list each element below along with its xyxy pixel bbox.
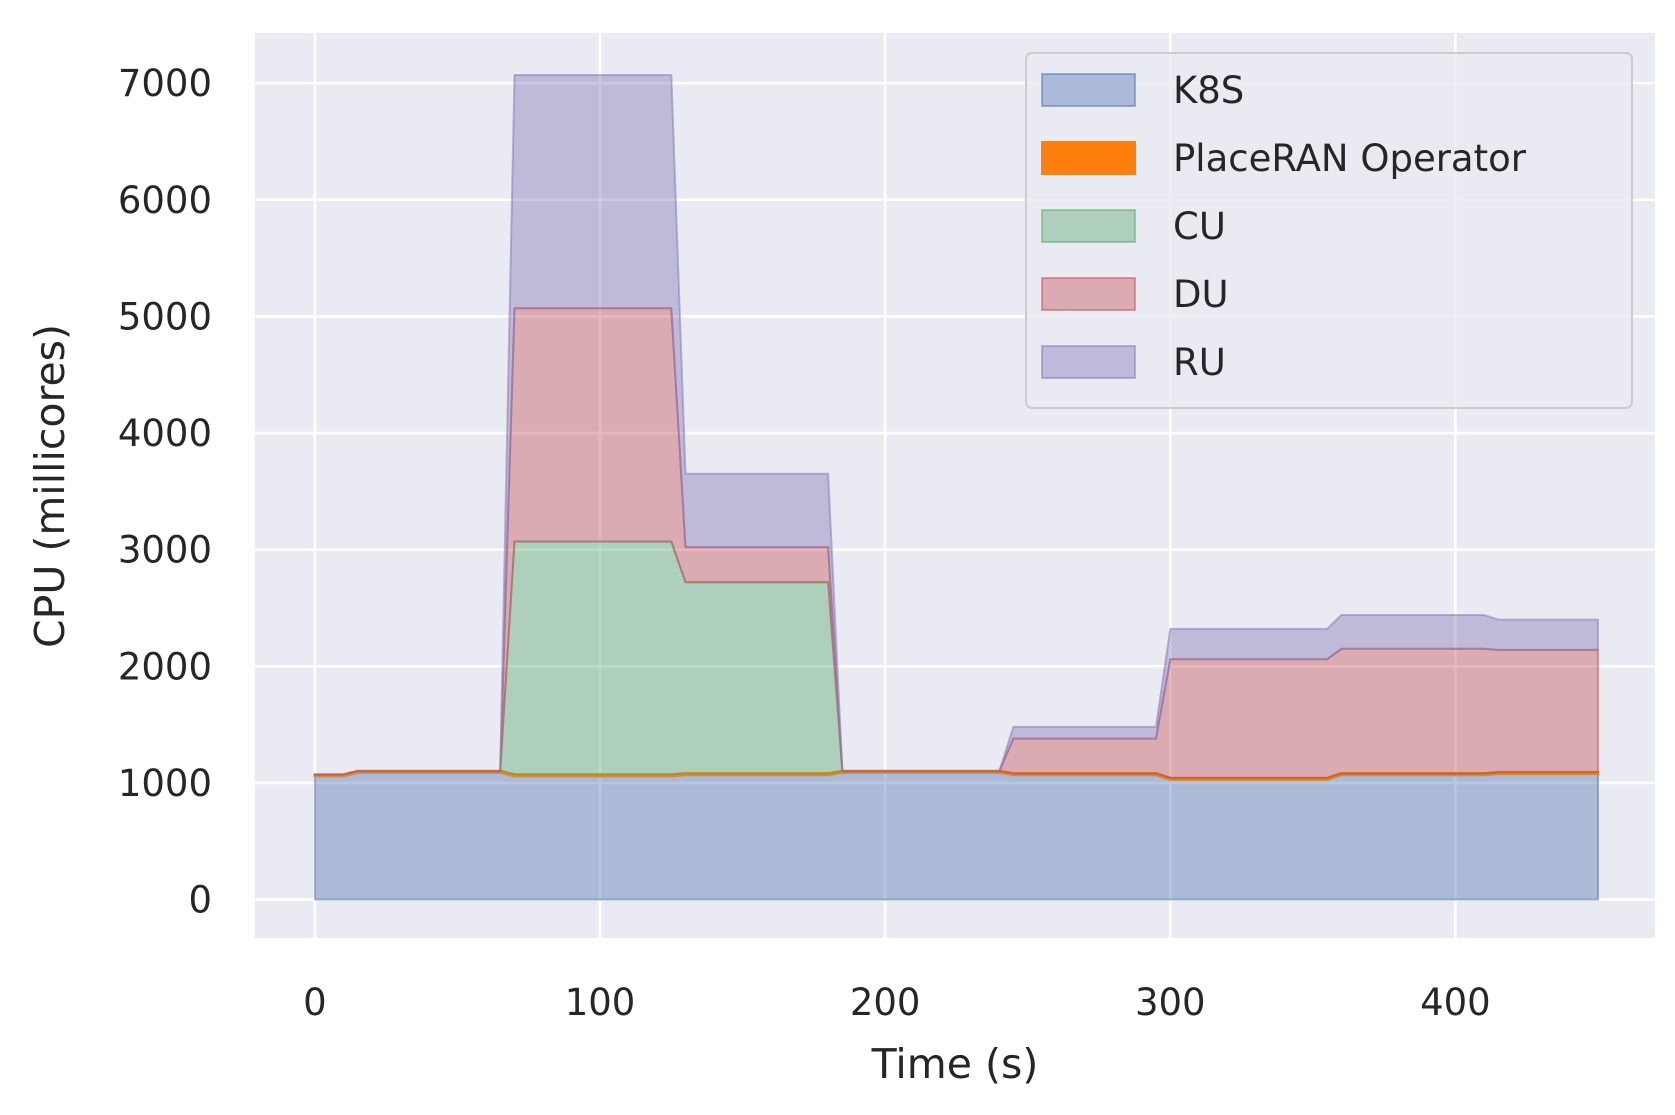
y-tick-label: 1000 [118,762,212,805]
x-tick-label: 0 [303,981,327,1024]
x-tick-label: 100 [565,981,636,1024]
legend-frame [1025,52,1633,409]
area-k8s [313,771,1599,901]
y-tick-label: 4000 [118,412,212,455]
x-axis-title: Time (s) [871,1040,1039,1088]
legend-swatch [1041,73,1136,107]
legend-label: PlaceRAN Operator [1173,137,1527,180]
x-tick-label: 400 [1420,981,1491,1024]
legend-swatch [1041,345,1136,379]
legend: K8S PlaceRAN Operator CU DU RU [1025,52,1633,409]
area-ru [313,74,1599,776]
y-tick-label: 5000 [118,295,212,338]
y-tick-label: 2000 [118,645,212,688]
y-axis-title: CPU (millicores) [26,324,74,648]
y-tick-labels: 0 1000 2000 3000 4000 5000 6000 7000 [118,62,212,921]
series-areas [313,74,1600,901]
y-tick-label: 7000 [118,62,212,105]
y-tick-label: 3000 [118,529,212,572]
legend-label: K8S [1173,69,1244,112]
x-tick-label: 200 [850,981,921,1024]
y-tick-label: 0 [188,879,212,922]
legend-swatch [1041,209,1136,243]
legend-label: RU [1173,341,1226,384]
legend-label: CU [1173,205,1226,248]
legend-label: DU [1173,273,1229,316]
x-tick-label: 300 [1135,981,1206,1024]
x-tick-labels: 0 100 200 300 400 [303,981,1491,1024]
y-tick-label: 6000 [118,179,212,222]
legend-swatch [1041,141,1136,175]
legend-swatch [1041,277,1136,311]
